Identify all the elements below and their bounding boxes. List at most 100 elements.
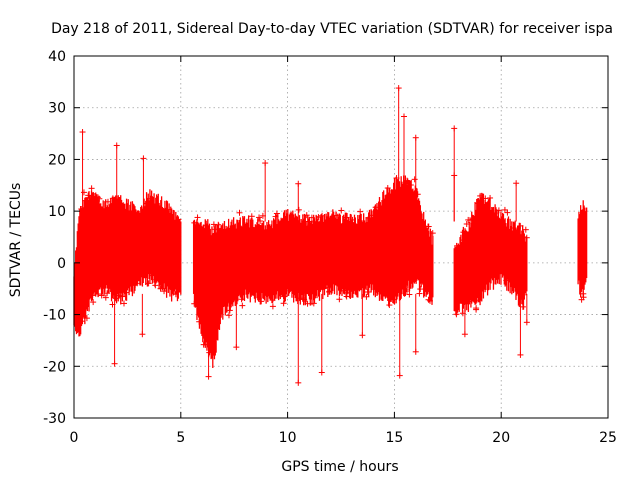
tick-layer: 0 5 10 15 20 25 -30 -20 -10 0 10 20 30 40 <box>43 49 617 446</box>
segment-1-point <box>157 285 164 292</box>
segment-2-point <box>342 220 349 227</box>
segment-2-point <box>257 218 264 225</box>
segment-2-point <box>206 349 213 356</box>
segment-1-point <box>85 199 92 206</box>
segment-2-point <box>280 300 287 307</box>
segment-2-point <box>200 330 207 337</box>
segment-2-point <box>425 223 432 230</box>
segment-2-point <box>338 207 345 214</box>
segment-2-point <box>416 290 423 297</box>
segment-1-point <box>83 315 90 322</box>
segment-1-point <box>175 216 182 223</box>
segment-1-point <box>130 207 137 214</box>
segment-3-point <box>465 216 472 223</box>
segment-1-point <box>102 294 109 301</box>
segment-1-point <box>148 272 155 279</box>
segment-1-point <box>109 195 116 202</box>
segment-3-point <box>491 210 498 217</box>
segment-2-point <box>237 291 244 298</box>
y-tick-label: 30 <box>48 101 66 117</box>
outlier-point <box>205 373 212 380</box>
segment-1-point <box>90 299 97 306</box>
y-tick-label: -20 <box>43 359 66 375</box>
segment-2-point <box>269 303 276 310</box>
outlier-point <box>412 134 419 141</box>
segment-3-point <box>453 311 460 318</box>
outlier-point <box>359 332 366 339</box>
segment-1-point <box>89 292 96 299</box>
segment-3-point <box>469 215 476 222</box>
segment-1-point <box>104 290 111 297</box>
outlier-point <box>523 319 530 326</box>
segment-1-point <box>96 195 103 202</box>
outlier-point <box>513 180 520 187</box>
segment-2-point <box>238 296 245 303</box>
outlier-point <box>139 331 146 338</box>
segment-2-point <box>407 182 414 189</box>
outlier-point <box>262 160 269 167</box>
outlier-point <box>451 172 458 179</box>
segment-2-point <box>256 214 263 221</box>
y-tick-label: -10 <box>43 308 66 324</box>
y-tick-label: -30 <box>43 411 66 427</box>
segment-1-point <box>104 198 111 205</box>
segment-2-point <box>295 206 302 213</box>
segment-2-point <box>364 289 371 296</box>
segment-2-point <box>272 213 279 220</box>
segment-1-point <box>78 206 85 213</box>
segment-2-point <box>424 288 431 295</box>
segment-2-point <box>425 296 432 303</box>
segment-2-point <box>200 341 207 348</box>
segment-2-point <box>310 218 317 225</box>
segment-3-point <box>471 297 478 304</box>
segment-2-point <box>273 210 280 217</box>
segment-2-point <box>248 213 255 220</box>
plot-frame <box>73 55 609 419</box>
segment-2-point <box>202 222 209 229</box>
y-axis-label: SDTVAR / TECUs <box>8 183 24 298</box>
segment-2-point <box>191 300 198 307</box>
segment-3-point <box>495 207 502 214</box>
outlier-point <box>396 372 403 379</box>
outlier-point <box>295 180 302 187</box>
segment-2-point <box>299 220 306 227</box>
x-tick-label: 25 <box>599 430 617 446</box>
segment-3-point <box>460 229 467 236</box>
segment-2-point <box>417 286 424 293</box>
outlier-point <box>318 369 325 376</box>
segment-3-point <box>466 298 473 305</box>
segment-2-point <box>303 212 310 219</box>
outlier-point <box>461 331 468 338</box>
segment-2-point <box>194 214 201 221</box>
y-tick-label: 20 <box>48 152 66 168</box>
x-tick-label: 15 <box>385 430 403 446</box>
segment-3-point <box>477 192 484 199</box>
segment-2-point <box>372 204 379 211</box>
segment-1-point <box>123 289 130 296</box>
segment-2-point <box>269 297 276 304</box>
segment-1-point <box>166 206 173 213</box>
segment-2-point <box>279 290 286 297</box>
segment-2-point <box>429 230 436 237</box>
segment-2-point <box>308 214 315 221</box>
segment-4-point <box>580 294 587 301</box>
x-tick-label: 20 <box>492 430 510 446</box>
segment-2-point <box>368 212 375 219</box>
y-tick-label: 10 <box>48 204 66 220</box>
outlier-point <box>140 155 147 162</box>
segment-2-point <box>222 300 229 307</box>
segment-2-point <box>301 296 308 303</box>
segment-2-point <box>225 312 232 319</box>
segment-2-point <box>342 287 349 294</box>
segment-2-point <box>278 218 285 225</box>
segment-2-point <box>427 297 434 304</box>
segment-1-point <box>94 291 101 298</box>
segment-2-point <box>211 226 218 233</box>
segment-2-point <box>307 222 314 229</box>
segment-2-point <box>403 286 410 293</box>
segment-1-point <box>79 318 86 325</box>
segment-1-point <box>172 291 179 298</box>
segment-3-point <box>473 306 480 313</box>
segment-2-point <box>243 222 250 229</box>
